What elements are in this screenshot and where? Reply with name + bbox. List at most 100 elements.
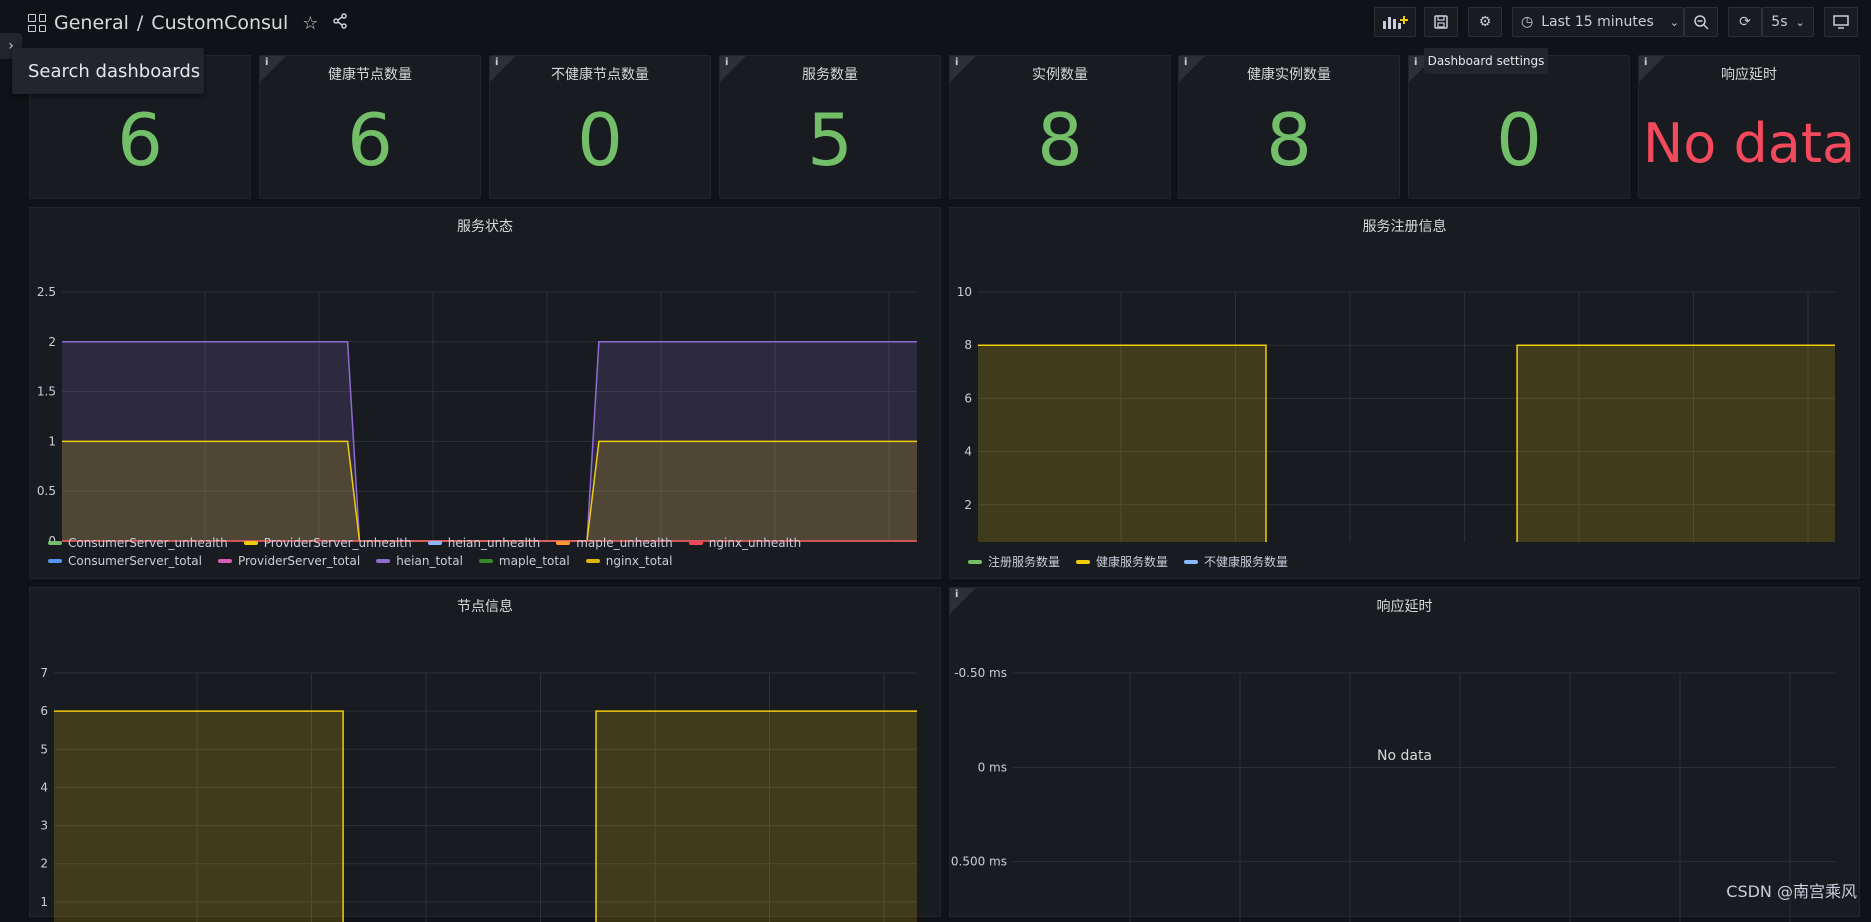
y-tick-label: 6 (40, 704, 48, 718)
stat-title: 服务数量 (802, 67, 858, 83)
chart-panel-latency[interactable]: i 响应延时 1 ms0.500 ms0 ms-0.50 ms No data (949, 587, 1860, 922)
series-area (62, 341, 917, 541)
info-icon[interactable]: i (265, 57, 269, 68)
info-icon[interactable]: i (1414, 57, 1418, 68)
stat-panel-instances[interactable]: i 实例数量 8 (949, 55, 1171, 199)
legend-item[interactable]: ConsumerServer_total (48, 554, 202, 568)
star-icon[interactable]: ☆ (302, 12, 319, 34)
y-tick-label: 2 (48, 335, 56, 349)
breadcrumb-folder[interactable]: General (54, 12, 129, 34)
dashboard-settings-tooltip: Dashboard settings (1424, 48, 1548, 74)
info-icon[interactable]: i (495, 57, 499, 68)
legend-item[interactable]: nginx_unhealth (688, 536, 802, 550)
stat-panel-latency[interactable]: i 响应延时 No data (1638, 55, 1860, 199)
legend-swatch (48, 541, 62, 545)
legend-swatch (478, 559, 493, 563)
chart-title: 响应延时 (1376, 599, 1433, 615)
legend-label: 注册服务数量 (988, 555, 1061, 569)
info-icon[interactable]: i (1644, 57, 1648, 68)
legend-item[interactable]: 不健康服务数量 (1184, 553, 1288, 570)
stat-panel-healthy-nodes[interactable]: i 健康节点数量 6 (259, 55, 481, 199)
time-range-label: Last 15 minutes (1541, 14, 1654, 30)
zoom-out-button[interactable] (1684, 7, 1718, 37)
legend-item[interactable]: nginx_total (585, 554, 673, 568)
add-panel-button[interactable] (1374, 7, 1416, 37)
legend-label: nginx_total (605, 554, 673, 568)
chart-panel-node-info[interactable]: 节点信息 01234567 (29, 587, 941, 922)
info-icon[interactable]: i (1184, 57, 1188, 68)
top-bar: General / CustomConsul ☆ ⚙ ◷ Last 15 min… (0, 0, 1871, 46)
refresh-icon: ⟳ (1739, 14, 1751, 30)
share-icon[interactable] (332, 12, 348, 34)
save-button[interactable] (1424, 7, 1458, 37)
stat-title: 健康实例数量 (1247, 67, 1331, 83)
legend-item[interactable]: heian_unhealth (427, 536, 540, 550)
chart-panel-service-registry[interactable]: 服务注册信息 024681010:3210:3410:3610:3810:401… (949, 207, 1860, 579)
legend-label: ProviderServer_total (237, 554, 361, 568)
legend-swatch (1076, 559, 1091, 564)
stat-panel-unhealthy-nodes[interactable]: i 不健康节点数量 0 (489, 55, 711, 199)
refresh-interval-picker[interactable]: 5s ⌄ (1762, 7, 1814, 37)
y-tick-label: 4 (964, 445, 972, 459)
legend-swatch (48, 559, 62, 563)
info-icon[interactable]: i (955, 589, 959, 600)
y-tick-label: 6 (964, 391, 972, 405)
y-tick-label: 0.5 (37, 484, 56, 498)
refresh-interval-label: 5s (1771, 14, 1788, 30)
chart-panel-service-status[interactable]: 服务状态 00.511.522.510:3210:3410:3610:3810:… (29, 207, 941, 579)
legend-label: ConsumerServer_unhealth (68, 536, 228, 550)
legend-item[interactable]: maple_unhealth (556, 536, 673, 550)
stat-value: 5 (807, 98, 853, 182)
save-icon (1434, 15, 1448, 29)
legend-label: ProviderServer_unhealth (263, 536, 412, 550)
chart-title: 服务注册信息 (1362, 219, 1447, 235)
y-tick-label: 1.5 (37, 385, 56, 399)
stat-panel-healthy-instances[interactable]: i 健康实例数量 8 (1178, 55, 1400, 199)
y-tick-label: 4 (40, 780, 48, 794)
info-icon[interactable]: i (725, 57, 729, 68)
legend-label: maple_total (498, 554, 570, 568)
stat-panel-services[interactable]: i 服务数量 5 (719, 55, 941, 199)
node-info-chart: 01234567 (40, 666, 917, 922)
series-area (978, 345, 1835, 542)
legend-item[interactable]: 注册服务数量 (968, 553, 1060, 570)
latency-chart: 1 ms0.500 ms0 ms-0.50 ms (951, 666, 1835, 922)
legend-swatch (968, 559, 982, 564)
legend-item[interactable]: 健康服务数量 (1076, 553, 1168, 570)
add-panel-icon (1383, 16, 1408, 29)
gear-icon: ⚙ (1478, 14, 1492, 30)
search-dashboards-tooltip: Search dashboards (12, 48, 204, 94)
y-tick-label: 2.5 (37, 285, 56, 299)
y-tick-label: -0.50 ms (954, 666, 1007, 680)
y-tick-label: 2 (40, 857, 48, 871)
breadcrumb: General / CustomConsul ☆ (28, 10, 348, 36)
stat-value: 8 (1266, 98, 1312, 182)
dashboard-settings-button[interactable]: ⚙ (1468, 7, 1502, 37)
stat-panel-unhealthy-instances[interactable]: i 0 (1408, 55, 1630, 199)
legend-item[interactable]: ConsumerServer_unhealth (48, 536, 228, 550)
legend-item[interactable]: ProviderServer_unhealth (243, 536, 412, 550)
view-mode-button[interactable] (1824, 7, 1858, 37)
dashboard-title[interactable]: CustomConsul (151, 12, 289, 34)
legend-label: nginx_unhealth (708, 536, 802, 550)
refresh-button[interactable]: ⟳ (1728, 7, 1762, 37)
series-area (62, 441, 917, 541)
info-icon[interactable]: i (955, 57, 959, 68)
stat-value: 0 (1496, 98, 1542, 182)
legend-label: ConsumerServer_total (68, 554, 202, 568)
clock-icon: ◷ (1521, 14, 1534, 30)
legend-swatch (427, 541, 442, 545)
legend-item[interactable]: heian_total (376, 554, 463, 568)
stat-value: 8 (1037, 98, 1083, 182)
chevron-right-icon: › (8, 38, 14, 54)
legend-label: 健康服务数量 (1096, 555, 1169, 569)
legend-item[interactable]: ProviderServer_total (217, 554, 361, 568)
service-status-chart: 00.511.522.510:3210:3410:3610:3810:4010:… (37, 285, 917, 542)
breadcrumb-separator: / (136, 12, 144, 34)
monitor-icon (1833, 15, 1849, 29)
legend-item[interactable]: maple_total (478, 554, 570, 568)
stat-title: 实例数量 (1032, 67, 1088, 83)
y-tick-label: 1 (40, 895, 48, 909)
y-tick-label: 7 (40, 666, 48, 680)
time-range-picker[interactable]: ◷ Last 15 minutes ⌄ (1512, 7, 1684, 37)
